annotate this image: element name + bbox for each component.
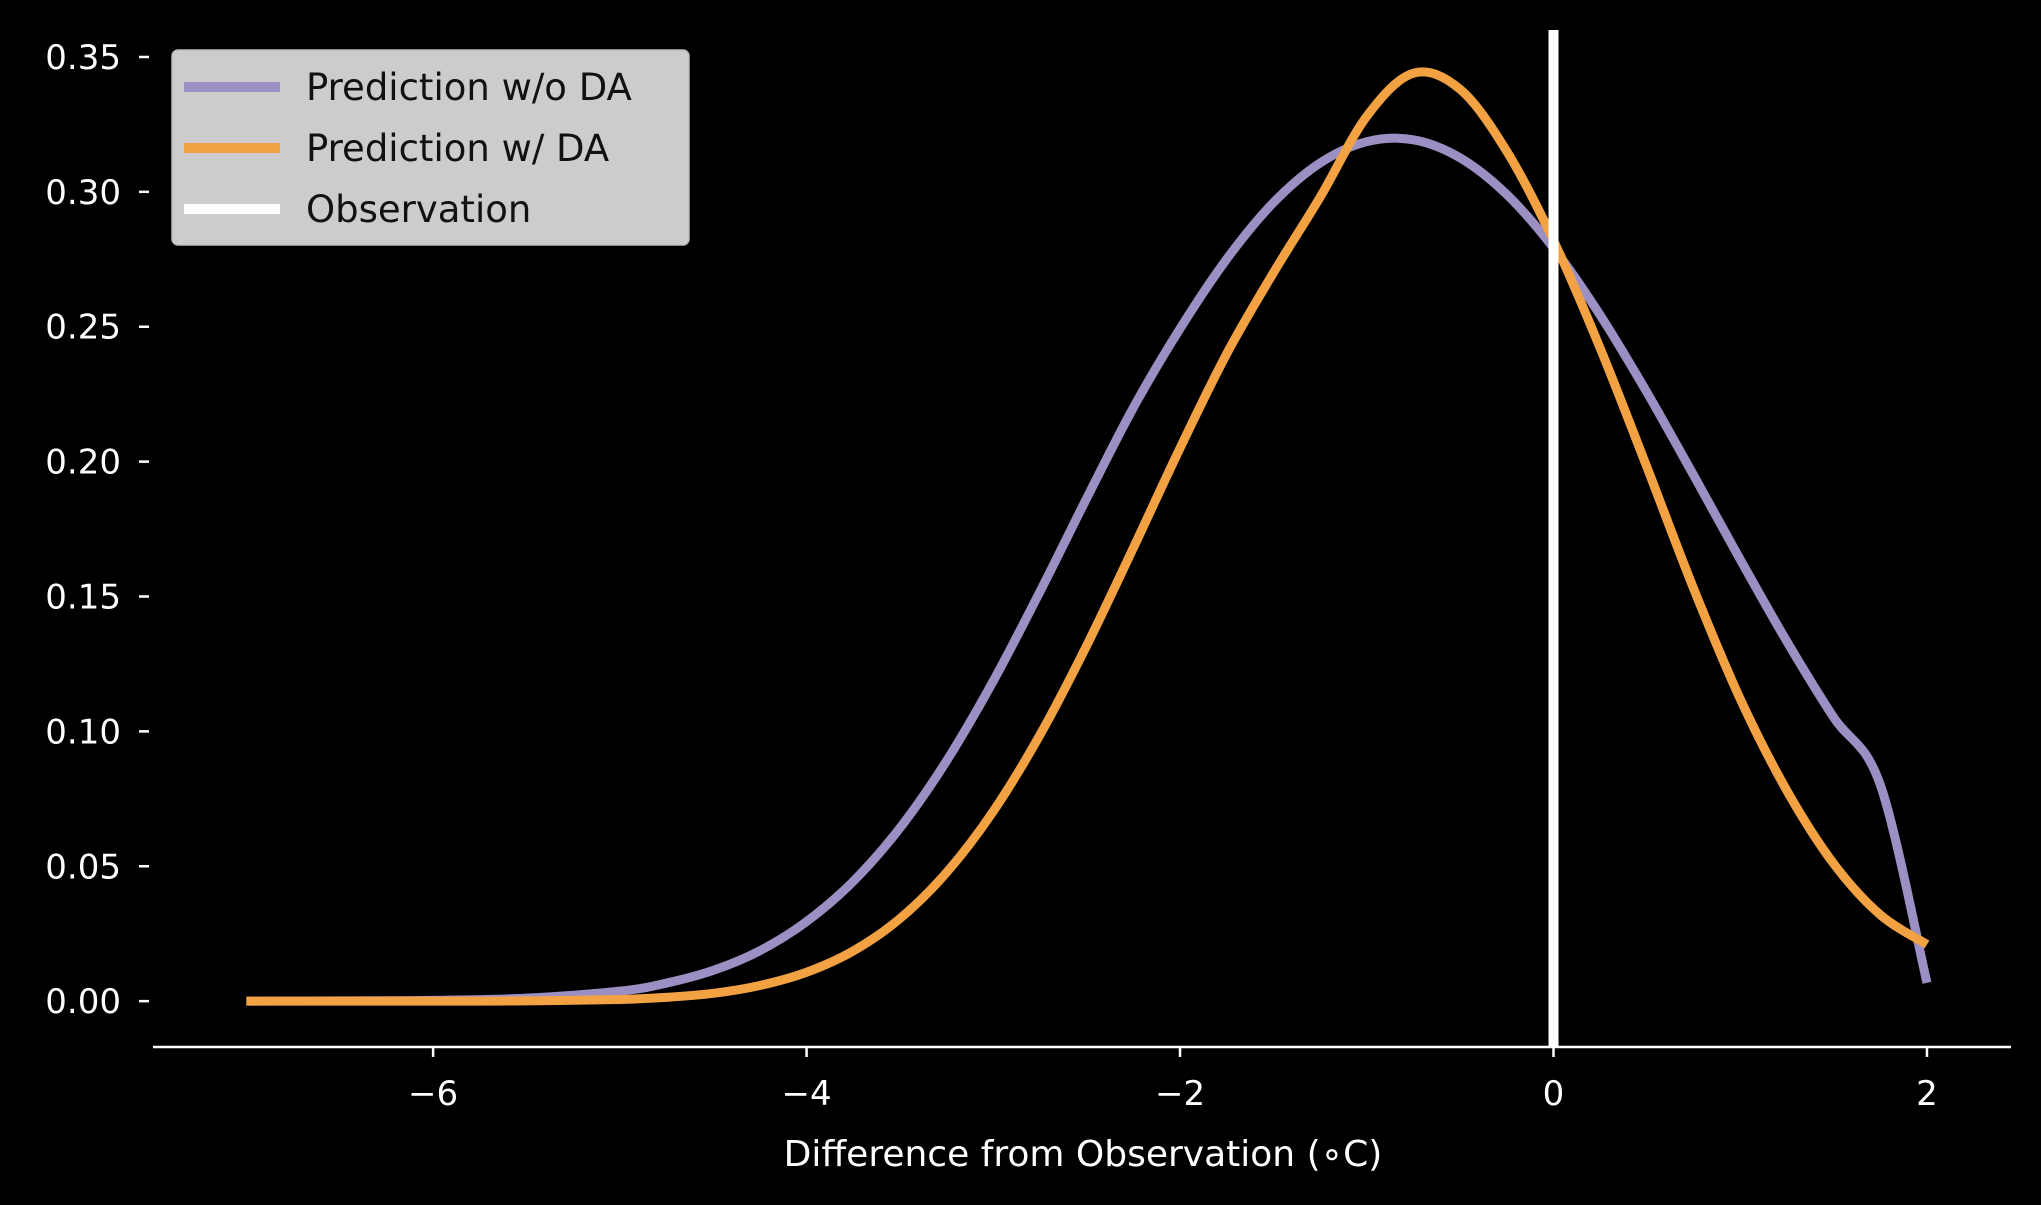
x-tick-label: −2	[1155, 1074, 1205, 1114]
legend-label: Prediction w/o DA	[306, 66, 632, 109]
legend-label: Prediction w/ DA	[306, 127, 609, 170]
series-lines	[246, 30, 1932, 1047]
series-line-0	[246, 133, 1932, 1006]
x-axis-title: Difference from Observation (∘C)	[784, 1134, 1383, 1175]
legend: Prediction w/o DA Prediction w/ DA Observa…	[171, 49, 690, 246]
x-tick-label: −6	[408, 1074, 458, 1114]
x-tick-label: 2	[1916, 1074, 1938, 1114]
axes: −6 −4 −2 0 2 0.00 0.05 0.10 0.15 0.20 0.25 0.30 0.35	[45, 38, 2011, 1114]
y-tick-label: 0.00	[45, 982, 121, 1022]
y-tick-label: 0.30	[45, 173, 121, 213]
y-tick-label: 0.35	[45, 38, 121, 78]
y-tick-label: 0.05	[45, 847, 121, 887]
legend-label: Observation	[306, 188, 531, 231]
y-tick-label: 0.15	[45, 577, 121, 617]
y-tick-label: 0.10	[45, 712, 121, 752]
x-tick-label: −4	[782, 1074, 832, 1114]
series-line-1	[246, 67, 1930, 1006]
y-tick-label: 0.25	[45, 308, 121, 348]
x-tick-label: 0	[1543, 1074, 1565, 1114]
y-tick-label: 0.20	[45, 443, 121, 483]
legend-box	[171, 49, 690, 246]
